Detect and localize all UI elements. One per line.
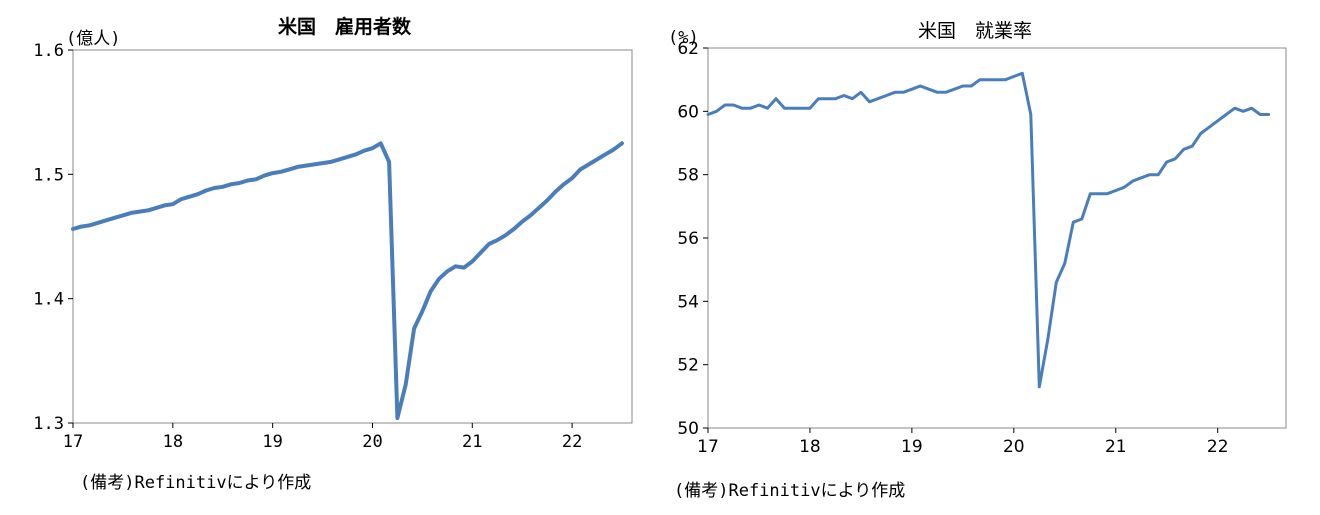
x-tick-label: 20 (1003, 437, 1025, 457)
chart-title: 米国 就業率 (918, 20, 1033, 42)
x-tick-label: 22 (1207, 437, 1229, 457)
y-unit-label: (%) (668, 28, 699, 48)
x-tick-label: 18 (799, 437, 821, 457)
y-tick-label: 1.6 (33, 41, 64, 61)
y-tick-label: 50 (677, 419, 699, 439)
series-line (706, 71, 1271, 389)
x-tick-label: 22 (562, 432, 582, 452)
employment-rate-chart-panel: 62 60 58 56 54 52 50 17 18 19 20 21 22 米国 就業率 (%) (備… (660, 0, 1320, 515)
source-note: (備考)Refinitivにより作成 (80, 473, 312, 493)
employment-chart-panel: 1.6 1.5 1.4 1.3 17 18 19 20 21 22 米国 雇用者数 (億人) (備… (33, 16, 633, 493)
plot-area (707, 47, 1287, 429)
x-tick-label: 19 (901, 437, 923, 457)
y-tick-label: 54 (677, 292, 699, 312)
x-tick-label: 21 (462, 432, 482, 452)
y-tick-label: 62 (677, 39, 699, 59)
chart-title: 米国 雇用者数 (278, 16, 412, 38)
x-tick-label: 21 (1105, 437, 1127, 457)
x-tick-label: 18 (163, 432, 183, 452)
series-line (71, 141, 624, 420)
x-tick-label: 19 (262, 432, 282, 452)
y-tick-label: 58 (677, 166, 699, 186)
plot-area (72, 49, 633, 424)
x-tick-label: 20 (362, 432, 382, 452)
y-tick-label: 52 (677, 356, 699, 376)
source-note: (備考)Refinitivにより作成 (674, 481, 906, 501)
employment-chart: 1.6 1.5 1.4 1.317 18 19 20 21 22 (33, 41, 633, 452)
x-tick-label: 17 (697, 437, 719, 457)
y-tick-label: 1.5 (33, 165, 64, 185)
y-tick-label: 1.3 (33, 414, 64, 434)
y-tick-label: 56 (677, 229, 699, 249)
y-tick-label: 1.4 (33, 290, 64, 310)
y-unit-label: (億人) (66, 29, 121, 49)
y-tick-label: 60 (677, 102, 699, 122)
x-tick-label: 17 (63, 432, 83, 452)
